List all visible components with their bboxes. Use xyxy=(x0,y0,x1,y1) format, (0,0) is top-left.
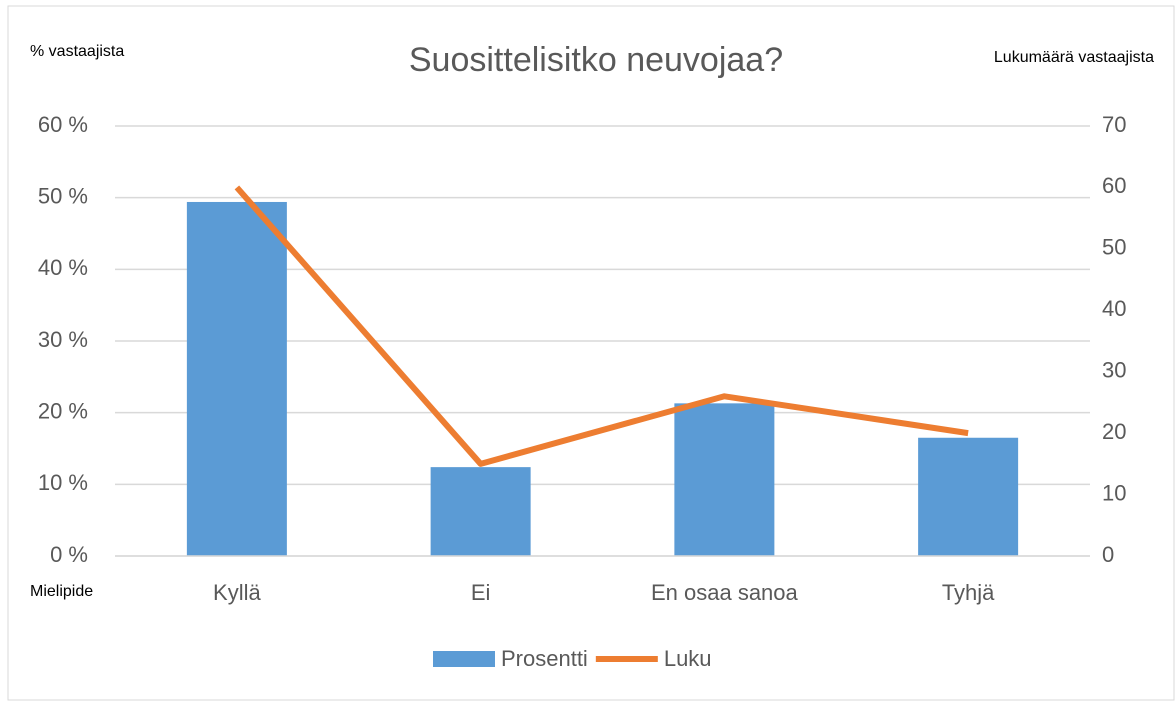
y-tick-label: 20 % xyxy=(38,398,88,423)
x-tick-label: Ei xyxy=(471,580,491,605)
y2-tick-label: 70 xyxy=(1102,112,1126,137)
bar xyxy=(918,437,1019,556)
legend-swatch xyxy=(433,651,495,667)
y-tick-label: 10 % xyxy=(38,470,88,495)
bar xyxy=(186,201,287,556)
y2-tick-label: 50 xyxy=(1102,235,1126,260)
y2-tick-label: 40 xyxy=(1102,296,1126,321)
y2-tick-label: 0 xyxy=(1102,542,1114,567)
x-tick-label: Tyhjä xyxy=(942,580,995,605)
y-tick-label: 60 % xyxy=(38,112,88,137)
bar xyxy=(430,467,531,556)
y2-tick-label: 60 xyxy=(1102,173,1126,198)
y2-axis-label: Lukumäärä vastaajista xyxy=(994,49,1154,66)
y2-tick-label: 30 xyxy=(1102,358,1126,383)
y-tick-label: 50 % xyxy=(38,183,88,208)
y-axis-label: % vastaajista xyxy=(30,43,124,60)
legend-label: Prosentti xyxy=(501,646,588,671)
y-tick-label: 30 % xyxy=(38,327,88,352)
chart-title: Suosittelisitko neuvojaa? xyxy=(409,41,783,79)
bar xyxy=(674,403,775,556)
x-axis-label: Mielipide xyxy=(30,583,93,600)
y-tick-label: 40 % xyxy=(38,255,88,280)
chart-frame xyxy=(7,5,1175,701)
legend-label: Luku xyxy=(664,646,712,671)
y2-tick-label: 20 xyxy=(1102,419,1126,444)
y-tick-label: 0 % xyxy=(50,542,88,567)
line xyxy=(234,185,969,467)
x-tick-label: En osaa sanoa xyxy=(651,580,799,605)
y2-tick-label: 10 xyxy=(1102,480,1126,505)
x-tick-label: Kyllä xyxy=(213,580,261,605)
